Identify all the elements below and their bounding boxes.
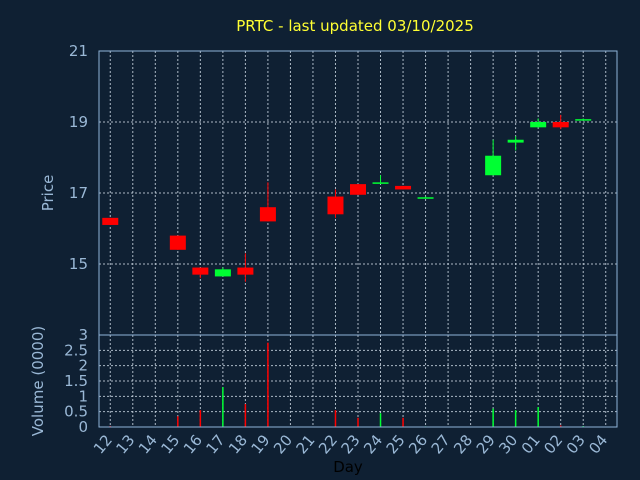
x-tick-label: 01: [518, 431, 544, 457]
volume-bar: [222, 387, 224, 427]
volume-bar: [199, 410, 202, 427]
candle-body: [237, 267, 254, 275]
volume-axis-label: Volume (0000): [29, 326, 47, 436]
volume-tick-label: 1.5: [64, 372, 88, 390]
x-tick-label: 24: [360, 431, 386, 457]
volume-bar: [402, 417, 404, 427]
x-tick-label: 20: [270, 431, 296, 457]
volume-frame: [98, 334, 618, 428]
price-tick-label: 15: [69, 255, 88, 273]
candle-body: [259, 207, 276, 222]
x-tick-label: 13: [112, 431, 138, 457]
candle-body: [102, 217, 119, 225]
volume-tick-label: 3: [78, 326, 88, 344]
candle-body: [530, 122, 547, 128]
x-tick-label: 21: [293, 431, 319, 457]
volume-tick-label: 1: [78, 387, 88, 405]
candle-body: [417, 197, 434, 199]
x-tick-label: 19: [247, 431, 273, 457]
x-tick-label: 16: [180, 431, 206, 457]
x-tick-label: 18: [225, 431, 251, 457]
candle-body: [395, 185, 412, 190]
price-axis-label: Price: [39, 175, 57, 212]
candle-body: [485, 155, 502, 176]
x-tick-label: 17: [202, 431, 228, 457]
volume-tick-label: 2: [78, 357, 88, 375]
x-tick-label: 03: [563, 431, 589, 457]
chart-title: PRTC - last updated 03/10/2025: [236, 17, 474, 35]
candle-body: [169, 235, 186, 250]
candle-body: [372, 182, 389, 184]
x-tick-label: 30: [495, 431, 521, 457]
volume-bar: [334, 410, 337, 427]
volume-bar: [177, 416, 179, 427]
volume-bar: [537, 407, 539, 427]
candle-body: [350, 184, 366, 195]
price-tick-label: 19: [69, 113, 88, 131]
volume-bar: [244, 404, 247, 427]
x-tick-label: 14: [135, 431, 161, 457]
candle-body: [192, 267, 209, 275]
volume-bar: [559, 425, 562, 427]
volume-tick-label: 2.5: [64, 341, 88, 359]
volume-bar: [267, 342, 269, 427]
x-tick-label: 12: [90, 431, 116, 457]
x-tick-label: 27: [428, 431, 454, 457]
candle-body: [507, 139, 524, 143]
x-tick-label: 02: [540, 431, 566, 457]
x-tick-label: 15: [157, 431, 183, 457]
price-panel: 21 19 17 15: [69, 42, 618, 336]
candle-body: [327, 196, 344, 215]
x-tick-label: 29: [473, 431, 499, 457]
volume-bar: [357, 417, 359, 427]
x-tick-label: 04: [585, 431, 611, 457]
volume-bar: [492, 408, 494, 427]
candle-body: [575, 119, 592, 121]
candle-body: [214, 269, 231, 277]
volume-tick-label: 0.5: [64, 403, 88, 421]
x-tick-label: 26: [405, 431, 431, 457]
volume-bar: [514, 410, 517, 427]
price-tick-label: 21: [69, 42, 88, 60]
x-tick-label: 25: [383, 431, 409, 457]
volume-panel: 32.521.510.50: [64, 326, 618, 436]
x-tick-label: 22: [315, 431, 341, 457]
volume-bar: [379, 413, 382, 427]
price-tick-label: 17: [69, 184, 88, 202]
x-axis-label: Day: [333, 458, 363, 476]
x-tick-label: 23: [338, 431, 364, 457]
x-axis: 1213141516171819202122232425262728293001…: [90, 431, 612, 457]
candle-body: [552, 122, 569, 128]
x-tick-label: 28: [450, 431, 476, 457]
volume-tick-label: 0: [78, 418, 88, 436]
